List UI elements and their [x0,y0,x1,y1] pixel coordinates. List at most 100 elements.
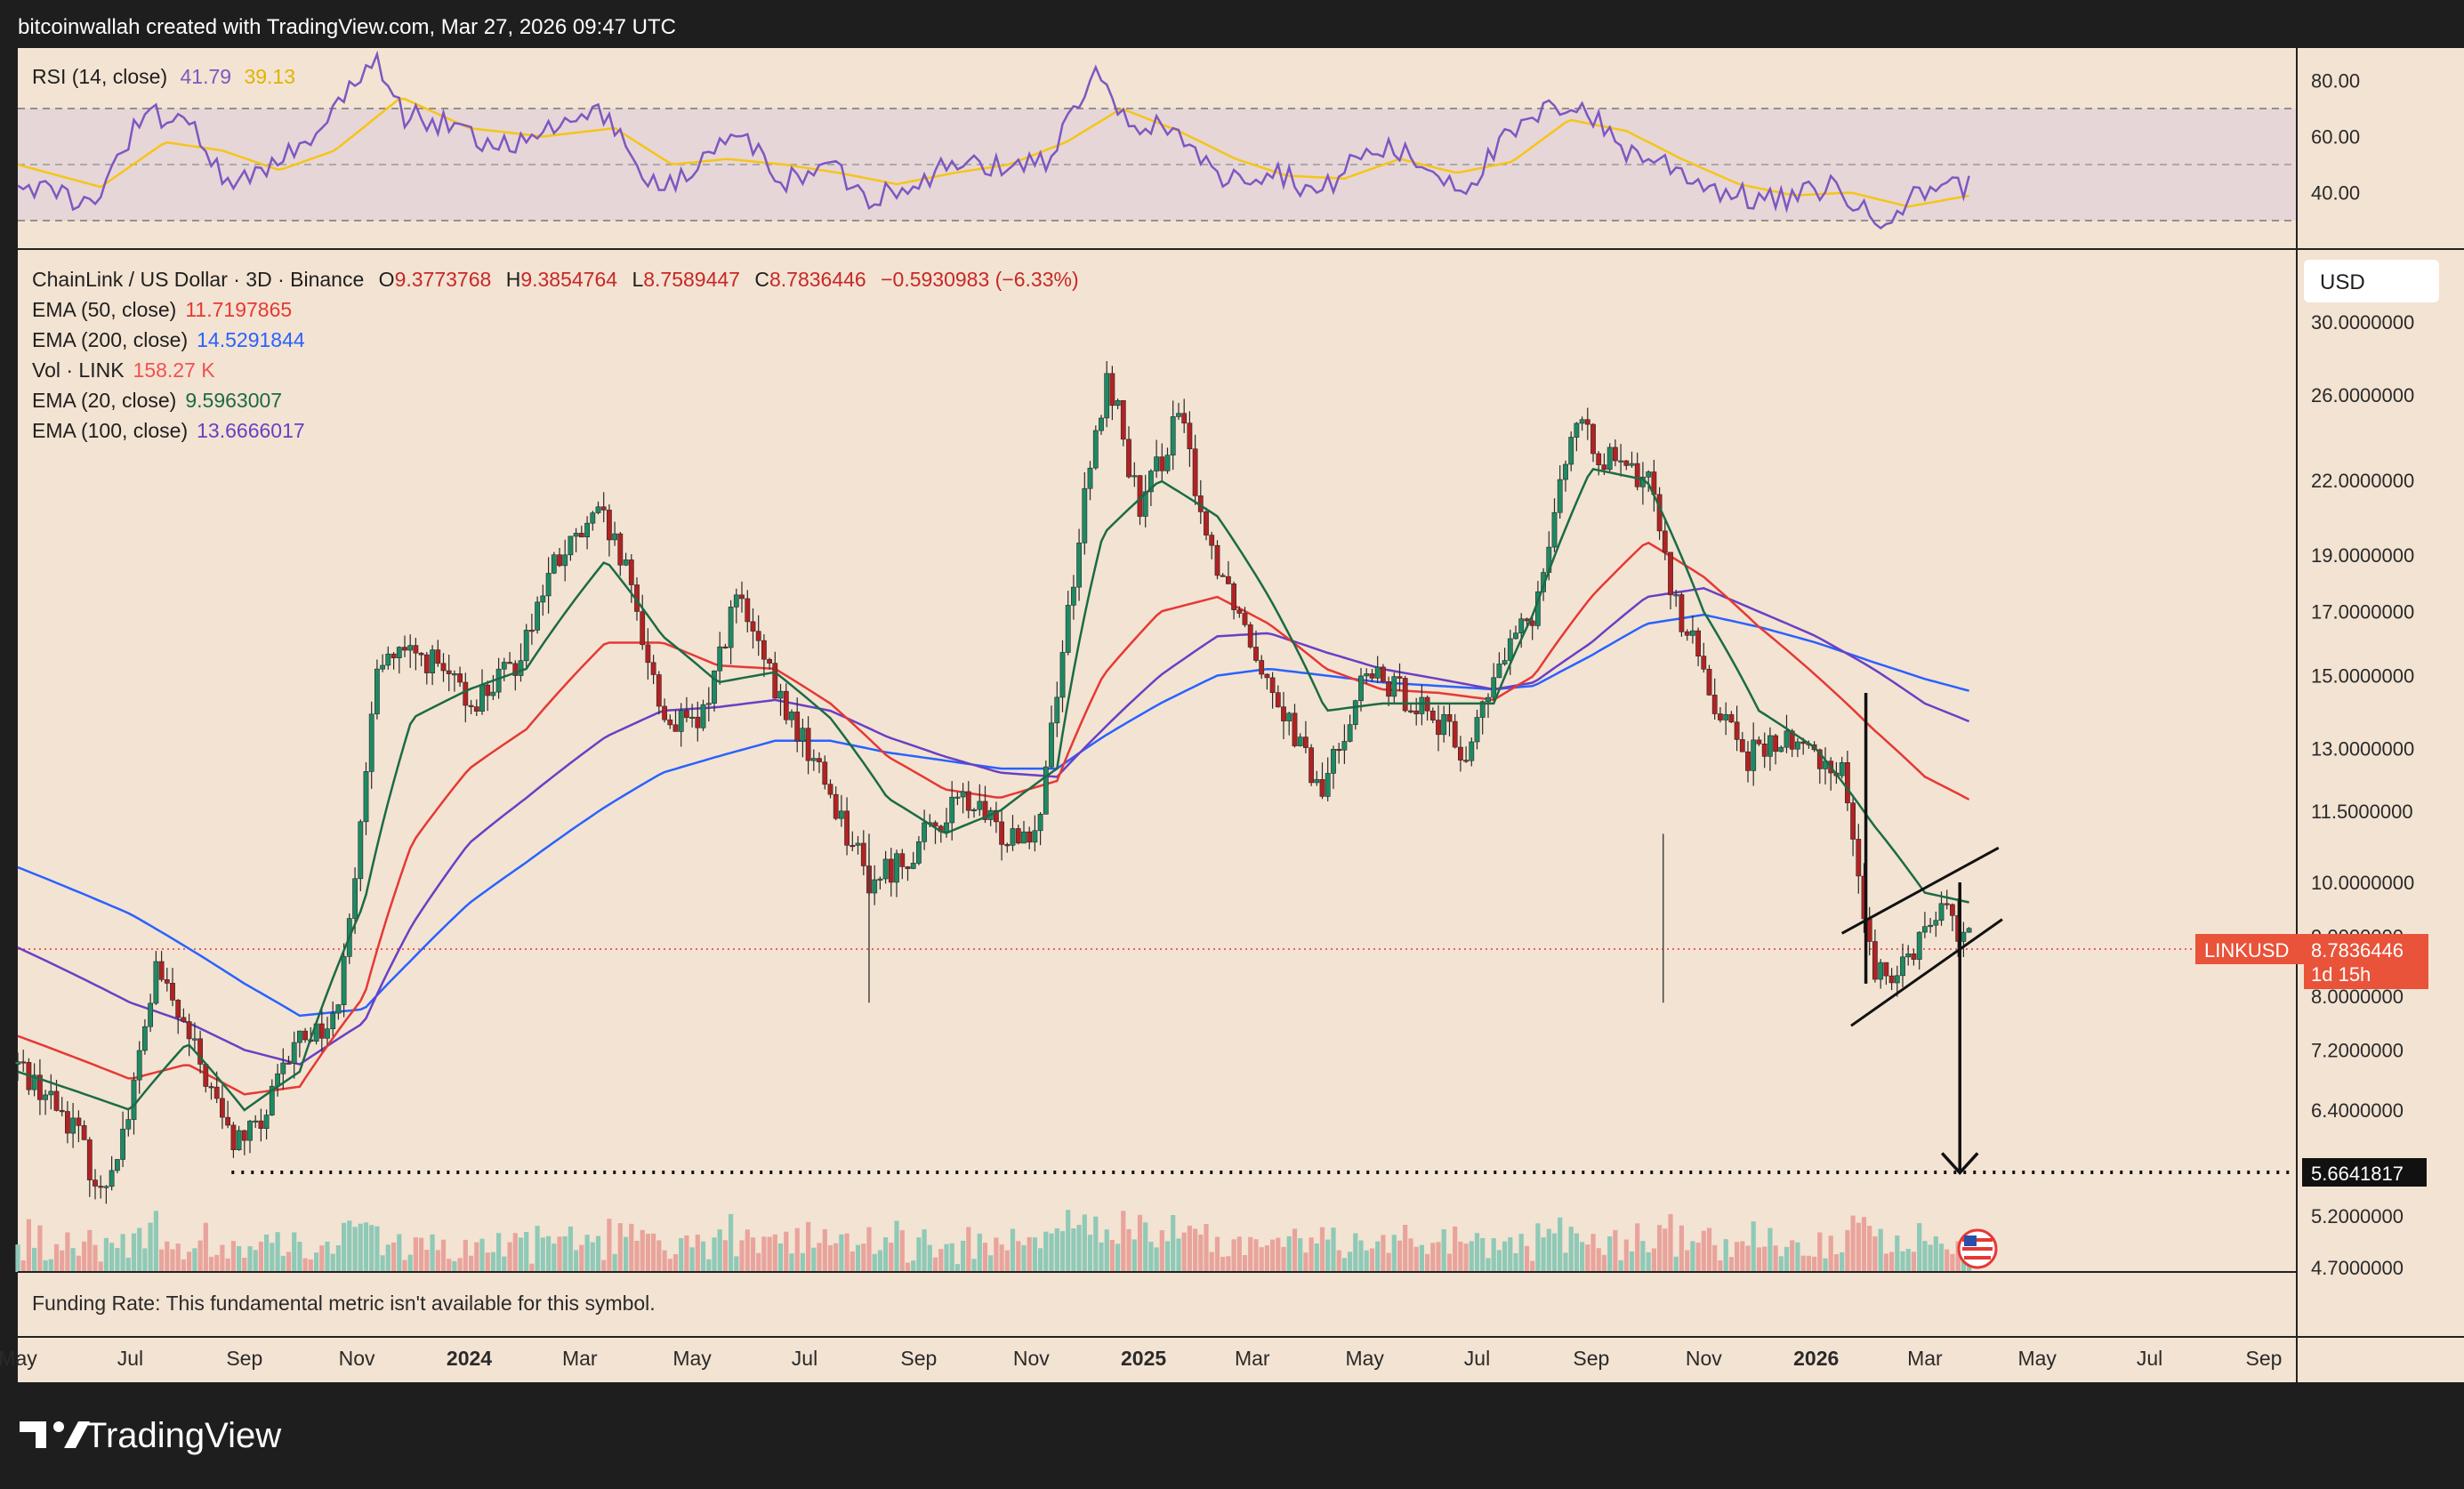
candle-body [617,533,624,566]
volume-bar [1303,1252,1308,1272]
candle-body [1010,828,1016,846]
candle-body [1275,692,1281,708]
candle-body [810,758,817,761]
candle-body [115,1159,120,1171]
candle-body [1441,713,1447,736]
volume-bar [861,1244,866,1272]
candle-body [1816,749,1823,769]
volume-bar [1629,1252,1635,1272]
volume-bar [1425,1253,1430,1272]
volume-bar [220,1244,225,1272]
candle-body [136,1050,142,1081]
candle-body [551,554,557,574]
volume-bar [175,1244,181,1272]
target-price-label: 5.6641817 [2302,1158,2427,1187]
candle-body [241,1130,247,1141]
candle-body [1751,739,1757,771]
volume-bar [109,1243,115,1272]
time-tick-label: May [1345,1347,1384,1370]
volume-bar [844,1233,850,1272]
time-axis[interactable]: May Jul Sep Nov 2024 Mar May Jul Sep Nov 2025 Mar Ma… [0,1347,2282,1370]
volume-bar [302,1258,308,1272]
candle-body [623,559,629,566]
volume-bar [87,1229,93,1272]
ohlc-low: 8.7589447 [643,268,740,291]
candle-body [1446,713,1453,722]
volume-bar [1242,1255,1248,1272]
volume-bar [1646,1252,1651,1272]
time-tick-label: Nov [1686,1347,1722,1370]
volume-bar [165,1241,170,1272]
price-axis[interactable]: 80.00 60.00 40.00 30.0000000 26.0000000 22.0… [2195,48,2439,1382]
candle-body [805,728,811,761]
volume-bar [1938,1244,1945,1272]
candle-body [1341,741,1348,751]
volume-bar [1143,1222,1148,1272]
volume-bar [1314,1244,1319,1272]
volume-bar [98,1261,103,1272]
volume-bar [402,1260,407,1272]
candle-body [916,841,922,864]
volume-bar [524,1232,529,1272]
time-tick-label: 2024 [447,1347,492,1370]
volume-bar [1453,1226,1458,1272]
price-pane[interactable] [15,361,2297,1272]
candle-body [435,649,441,664]
candle-body [430,649,435,673]
candle-body [1369,673,1375,679]
candle-body [76,1117,82,1126]
candle-body [43,1094,48,1100]
volume-bar [502,1256,507,1272]
volume-bar [1867,1226,1872,1272]
candle-body [451,673,457,676]
volume-bar [1800,1255,1806,1272]
volume-bar [833,1243,839,1272]
candle-body [767,658,772,664]
candle-body [15,1061,20,1065]
candle-countdown: 1d 15h [2311,963,2371,986]
volume-bar [1375,1241,1381,1272]
volume-bar [286,1252,292,1272]
candle-body [374,668,380,714]
candle-body [822,761,828,785]
volume-bar [1685,1250,1690,1272]
rsi-pane[interactable]: RSI (14, close) 41.79 39.13 [17,50,2297,229]
volume-bar [1408,1238,1413,1272]
candle-body [1961,931,1967,942]
candle-body [971,809,977,812]
volume-bar [264,1234,270,1272]
volume-bar [706,1259,712,1272]
candle-body [1529,620,1535,626]
candle-body [1159,456,1165,471]
volume-bar [839,1234,844,1272]
candle-body [894,853,899,883]
volume-bar [612,1253,617,1272]
candle-body [573,533,579,537]
candle-body [910,863,916,869]
channel-upper-line [1840,846,2000,935]
currency-button[interactable]: USD [2304,260,2439,302]
volume-bar [1695,1243,1701,1272]
volume-bar [385,1244,391,1272]
time-tick-label: Mar [562,1347,598,1370]
candle-body [606,510,612,541]
candle-body [1646,471,1652,478]
volume-bar [1066,1210,1071,1272]
candle-body [220,1098,225,1118]
price-tick-label: 22.0000000 [2311,470,2414,492]
candle-body [1463,760,1469,762]
symbol-title: ChainLink / US Dollar · 3D · Binance [32,268,364,291]
indicator-value: 11.7197865 [185,298,292,321]
volume-bar [1193,1228,1198,1272]
candle-body [1308,747,1314,784]
candle-body [700,704,706,728]
tradingview-logo-icon[interactable] [20,1421,90,1448]
us-flag-icon[interactable] [1957,1228,1998,1269]
candle-body [1623,460,1630,466]
volume-bar [93,1244,98,1272]
candle-body [1292,712,1298,746]
volume-bar [761,1236,767,1272]
volume-bar [1840,1252,1845,1272]
candle-body [1059,652,1066,698]
price-tick-label: 4.7000000 [2311,1257,2404,1279]
